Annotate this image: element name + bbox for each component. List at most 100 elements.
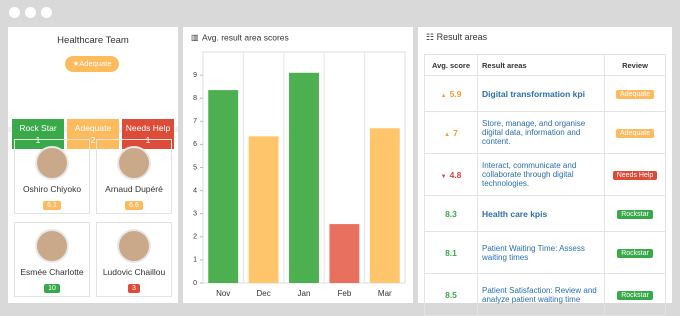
result-row: ▼ 4.8 Interact, communicate and collaborat…: [424, 153, 666, 196]
avatar: [35, 229, 69, 263]
review-badge: Rockstar: [617, 290, 653, 300]
result-row: 8.1 Patient Waiting Time: Assess waiting …: [424, 231, 666, 274]
review-badge: Rockstar: [617, 248, 653, 258]
member-name: Arnaud Dupéré: [105, 184, 163, 194]
column-header: Review: [604, 54, 666, 76]
review-badge: Rockstar: [617, 209, 653, 219]
area-cell: Store, manage, and organise digital data…: [477, 111, 605, 154]
area-cell: Health care kpis: [477, 195, 605, 232]
star-icon: ★: [72, 59, 80, 68]
y-tick-label: 6: [193, 141, 197, 148]
review-cell: Adequate: [604, 75, 666, 112]
y-tick-label: 4: [193, 187, 197, 194]
review-badge: Adequate: [616, 89, 654, 99]
bar: [208, 90, 239, 283]
group-label: Needs Help: [125, 123, 171, 133]
y-tick-label: 3: [193, 211, 197, 218]
member-card: Esmée Charlotte 10: [14, 222, 90, 297]
team-title: Healthcare Team: [57, 35, 129, 46]
review-cell: Adequate: [604, 111, 666, 154]
score-cell: ▲ 7: [424, 111, 478, 154]
results-table: Avg. score Result areas Review ▲ 5.9 Digital …: [424, 54, 666, 316]
results-title-row: ☷ Result areas: [426, 32, 487, 43]
trend-arrow: ▲: [444, 131, 451, 138]
member-score: 6.1: [43, 201, 61, 210]
member-name: Esmée Charlotte: [20, 267, 84, 277]
area-text[interactable]: Patient Waiting Time: Assess waiting tim…: [482, 243, 585, 262]
area-text[interactable]: Interact, communicate and collaborate th…: [482, 161, 577, 188]
trend-arrow: ▼: [440, 173, 447, 180]
avatar: [117, 229, 151, 263]
area-text[interactable]: Health care kpis: [482, 208, 548, 219]
group-box: Adequate 2: [67, 119, 119, 149]
area-cell: Interact, communicate and collaborate th…: [477, 153, 605, 196]
status-badge[interactable]: ★Adequate: [65, 56, 119, 72]
group-label: Adequate: [74, 123, 112, 133]
group-box: Rock Star 1: [12, 119, 64, 149]
member-card: Oshiro Chiyoko 6.1: [14, 139, 90, 214]
bar: [289, 72, 319, 283]
area-text[interactable]: Store, manage, and organise digital data…: [482, 119, 586, 146]
result-row: ▲ 7 Store, manage, and organise digital da…: [424, 111, 666, 154]
team-header: [8, 27, 178, 127]
area-text[interactable]: Digital transformation kpi: [482, 88, 585, 99]
area-cell: Patient Waiting Time: Assess waiting tim…: [477, 231, 605, 274]
x-tick-label: Jan: [298, 289, 311, 298]
x-tick-label: Nov: [216, 289, 230, 298]
y-tick-label: 8: [193, 95, 197, 102]
results-panel: ☷ Result areas Avg. score Result areas Rev…: [418, 27, 672, 316]
group-label: Rock Star: [19, 123, 57, 133]
result-row: 8.5 Patient Satisfaction: Review and anal…: [424, 273, 666, 316]
column-header: Result areas: [477, 54, 605, 76]
results-title: Result areas: [436, 32, 488, 42]
review-cell: Rockstar: [604, 273, 666, 316]
member-card: Arnaud Dupéré 6.6: [96, 139, 172, 214]
review-cell: Rockstar: [604, 195, 666, 232]
score-cell: 8.3: [424, 195, 478, 232]
x-tick-label: Mar: [378, 289, 392, 298]
results-icon: ☷: [426, 32, 437, 42]
score-value: 7: [453, 127, 458, 138]
review-cell: Rockstar: [604, 231, 666, 274]
y-tick-label: 0: [193, 280, 197, 287]
header-row: Avg. score Result areas Review: [424, 54, 666, 76]
chart-icon: ▥: [191, 33, 199, 42]
review-cell: Needs Help: [604, 153, 666, 196]
member-name: Ludovic Chaillou: [102, 267, 166, 277]
area-text[interactable]: Patient Satisfaction: Review and analyze…: [482, 285, 597, 304]
score-cell: ▼ 4.8: [424, 153, 478, 196]
chart-title: Avg. result area scores: [202, 32, 289, 42]
window-dot: [9, 7, 20, 18]
bar: [248, 136, 279, 283]
score-value: 8.3: [445, 208, 457, 219]
member-card: Ludovic Chaillou 3: [96, 222, 172, 297]
bar: [369, 128, 400, 283]
result-row: ▲ 5.9 Digital transformation kpi Adequate: [424, 75, 666, 112]
trend-arrow: ▲: [440, 92, 447, 99]
status-text: Adequate: [79, 59, 112, 68]
member-score: 3: [128, 284, 140, 293]
avatar: [35, 146, 69, 180]
y-tick-label: 2: [193, 234, 197, 241]
window-dot: [41, 7, 52, 18]
group-count: 1: [35, 135, 41, 145]
score-cell: 8.5: [424, 273, 478, 316]
y-tick-label: 9: [193, 72, 197, 79]
score-cell: 8.1: [424, 231, 478, 274]
team-panel: Healthcare Team ★Adequate Rock Star 1 Adeq…: [8, 27, 178, 303]
y-tick-label: 1: [193, 257, 197, 264]
score-cell: ▲ 5.9: [424, 75, 478, 112]
member-score: 6.6: [125, 201, 143, 210]
score-value: 4.8: [449, 169, 462, 180]
score-value: 8.1: [445, 247, 457, 258]
group-box: Needs Help 1: [122, 119, 174, 149]
member-score: 10: [44, 284, 60, 293]
review-badge: Needs Help: [612, 170, 658, 180]
chart: ▥ Avg. result area scores 0 1 2 3 4 5 6 7 8 9 Nov D…: [191, 32, 406, 298]
review-badge: Adequate: [616, 128, 654, 138]
window-dot: [25, 7, 36, 18]
avatar: [117, 146, 151, 180]
group-count: 1: [145, 135, 151, 145]
member-name: Oshiro Chiyoko: [22, 184, 82, 194]
